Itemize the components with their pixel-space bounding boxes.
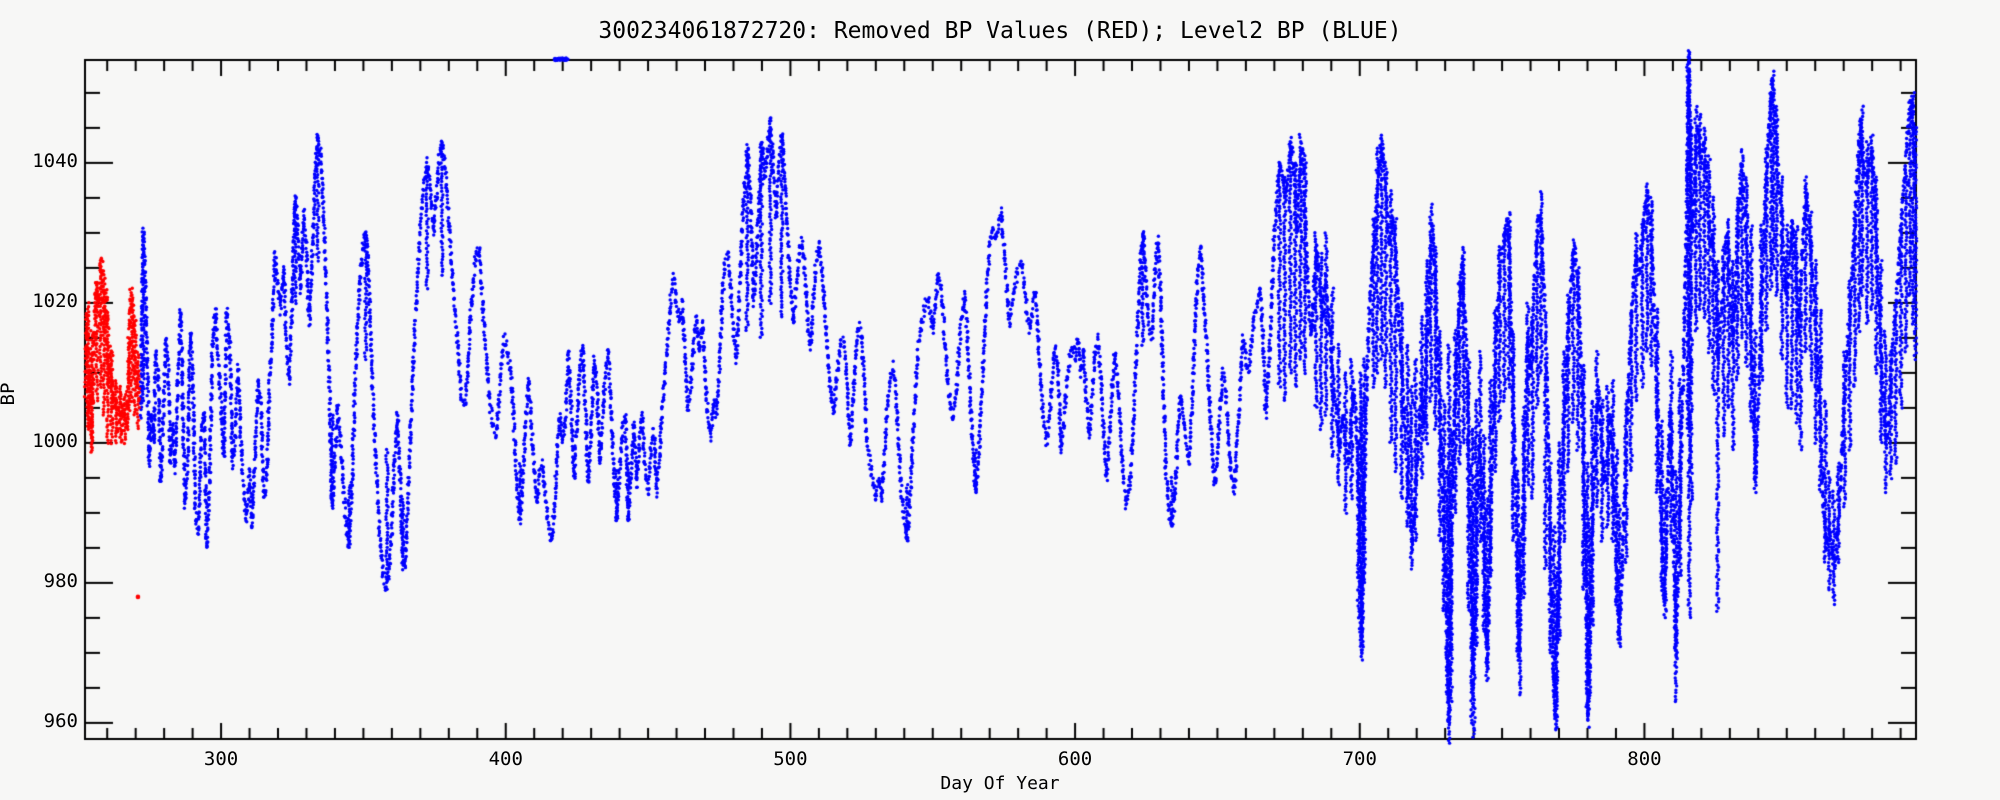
y-tick-label: 1000 <box>32 430 78 453</box>
y-tick-label: 980 <box>43 570 78 593</box>
x-tick-label: 300 <box>203 748 239 770</box>
x-tick-label: 400 <box>488 748 523 770</box>
plot-title: 300234061872720: Removed BP Values (RED)… <box>598 18 1402 44</box>
x-tick-label: 600 <box>1057 748 1093 770</box>
y-axis-label: BP <box>0 382 19 406</box>
x-tick-label: 700 <box>1342 748 1377 770</box>
x-tick-label: 800 <box>1627 748 1662 770</box>
x-tick-label: 500 <box>773 748 808 770</box>
x-axis-label: Day Of Year <box>940 773 1060 794</box>
y-tick-label: 960 <box>43 710 78 733</box>
y-tick-label: 1040 <box>32 150 78 173</box>
y-tick-label: 1020 <box>32 290 78 313</box>
